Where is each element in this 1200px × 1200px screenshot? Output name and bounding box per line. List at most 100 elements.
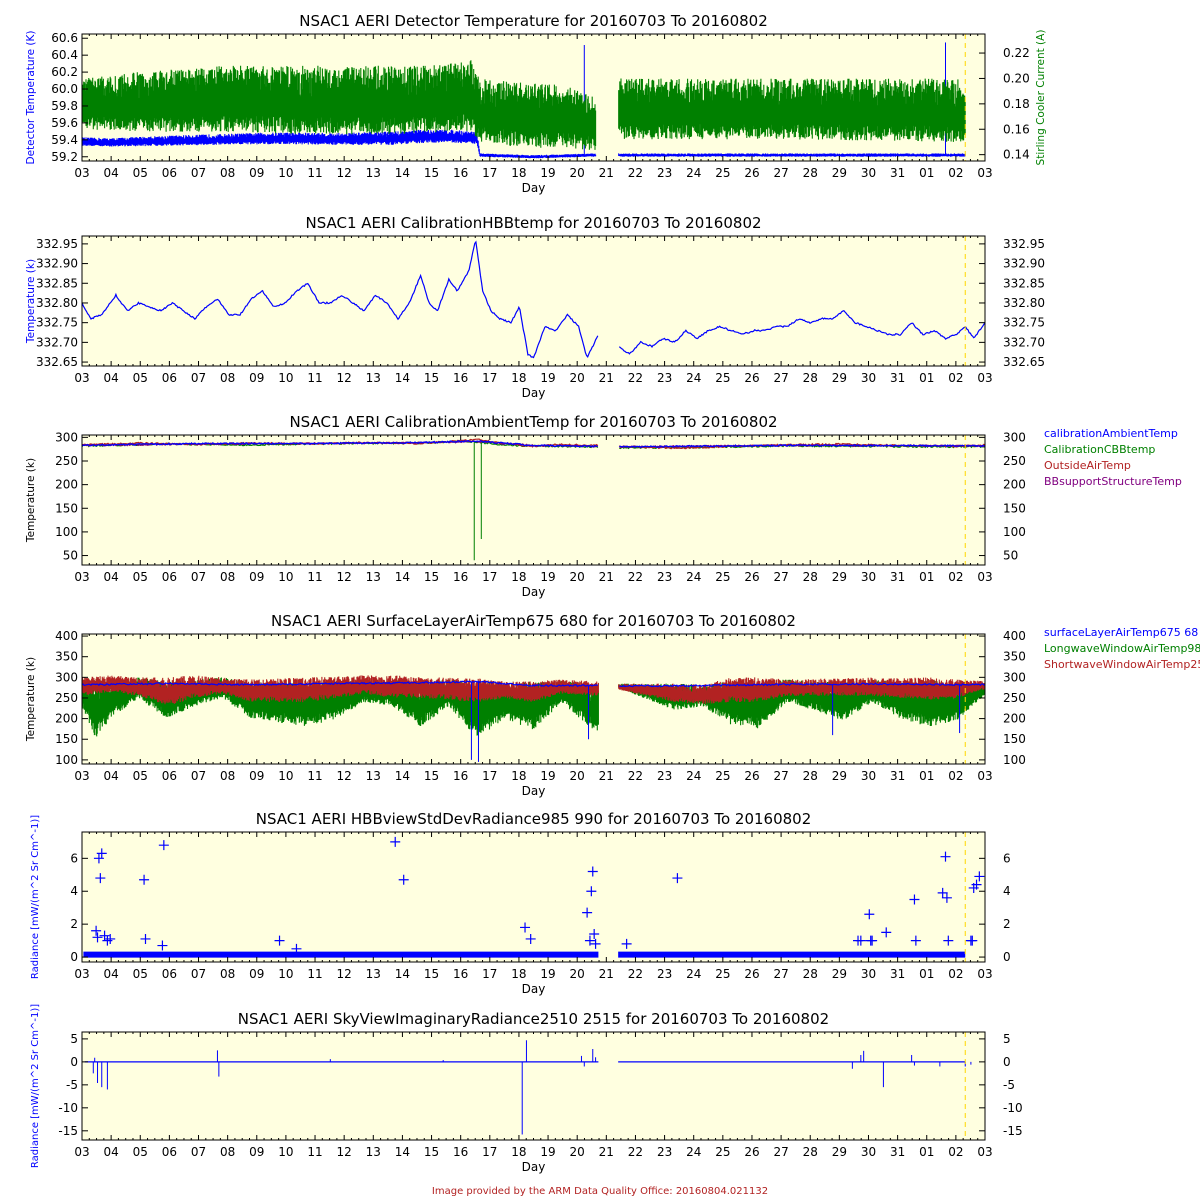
y-tick-label-right: 332.80 [1003,296,1045,310]
x-tick-label: 28 [803,371,818,385]
y-tick-label-right: 100 [1003,525,1026,539]
footer-credit: Image provided by the ARM Data Quality O… [432,1186,768,1197]
x-tick-label: 18 [511,967,526,981]
x-tick-label: 20 [570,1145,585,1159]
y-tick-label: -5 [66,1078,78,1092]
x-tick-label: 18 [511,1145,526,1159]
x-tick-label: 03 [74,371,89,385]
chart-title: NSAC1 AERI CalibrationAmbientTemp for 20… [289,413,777,431]
point-38 [943,935,954,946]
x-tick-label: 26 [744,371,759,385]
x-tick-label: 30 [861,967,876,981]
y-axis-label-right: Stirling Cooler Current (A) [1035,30,1047,166]
x-tick-label: 06 [162,570,177,584]
y-tick-label-right: 300 [1003,670,1026,684]
x-tick-label: 07 [191,1145,206,1159]
x-tick-label: 06 [162,967,177,981]
x-tick-label: 30 [861,166,876,180]
y-tick-label-right: 300 [1003,430,1026,444]
x-tick-label: 08 [220,967,235,981]
point-14 [291,943,302,954]
y-tick-label-right: 6 [1003,851,1011,865]
x-tick-label: 05 [133,570,148,584]
x-tick-label: 31 [890,570,905,584]
x-tick-label: 05 [133,1145,148,1159]
x-tick-label: 25 [715,371,730,385]
x-tick-label: 26 [744,769,759,783]
x-tick-label: 15 [424,371,439,385]
y-tick-label: 0 [70,1055,78,1069]
series-calibrationambienttemp [82,439,985,449]
point-1 [91,925,102,936]
x-tick-label: 27 [773,1145,788,1159]
x-tick-label: 16 [453,1145,468,1159]
x-tick-label: 16 [453,166,468,180]
y-tick-label-right: -10 [1003,1101,1023,1115]
x-tick-label: 19 [540,371,555,385]
y-axis-label: Detector Temperature (K) [25,30,37,164]
x-tick-label: 21 [599,371,614,385]
x-tick-label: 25 [715,570,730,584]
x-tick-label: 24 [686,166,701,180]
x-tick-label: 27 [773,371,788,385]
x-tick-label: 03 [977,371,992,385]
x-axis-label: Day [522,585,546,599]
x-tick-label: 17 [482,769,497,783]
x-tick-label: 10 [278,1145,293,1159]
x-tick-label: 05 [133,166,148,180]
legend-entry-1: surfaceLayerAirTemp675 68 [1044,626,1198,639]
x-tick-label: 29 [832,371,847,385]
x-tick-label: 24 [686,371,701,385]
y-tick-label: 400 [55,629,78,643]
x-tick-label: 31 [890,769,905,783]
chart-title: NSAC1 AERI HBBviewStdDevRadiance985 990 … [256,810,812,828]
x-tick-label: 29 [832,967,847,981]
point-31 [867,935,878,946]
x-tick-label: 12 [337,371,352,385]
x-tick-label: 17 [482,570,497,584]
x-tick-label: 06 [162,371,177,385]
x-tick-label: 03 [977,166,992,180]
point-2 [92,932,103,943]
point-12 [157,940,168,951]
x-tick-label: 31 [890,166,905,180]
x-tick-label: 26 [744,570,759,584]
x-tick-label: 25 [715,967,730,981]
x-tick-label: 16 [453,371,468,385]
y-tick-label: -10 [58,1101,78,1115]
y-tick-label: 60.0 [51,82,78,96]
y-tick-label: 59.4 [51,133,78,147]
y-tick-label-right: 4 [1003,884,1011,898]
chart-panel-4: 03 04 05 06 07 08 09 10 11 12 13 14 15 16 17 18 19 20 21 22… [25,612,1200,798]
point-24 [590,938,601,949]
x-tick-label: 11 [307,371,322,385]
x-tick-label: 01 [919,371,934,385]
x-tick-label: 16 [453,967,468,981]
x-tick-label: 19 [540,1145,555,1159]
x-tick-label: 20 [570,570,585,584]
x-tick-label: 09 [249,967,264,981]
x-tick-label: 11 [307,166,322,180]
y-tick-label-right: 100 [1003,753,1026,767]
x-tick-label: 20 [570,166,585,180]
y-tick-label-right: 250 [1003,454,1026,468]
chart-title: NSAC1 AERI Detector Temperature for 2016… [299,12,768,30]
x-tick-label: 01 [919,1145,934,1159]
x-tick-label: 23 [657,570,672,584]
plot-area [82,832,985,962]
x-tick-label: 09 [249,166,264,180]
y-tick-label-right: 0.14 [1003,148,1030,162]
x-tick-label: 14 [395,371,410,385]
plot-marks [84,1040,972,1135]
x-tick-label: 14 [395,570,410,584]
point-23 [589,929,600,940]
x-tick-label: 14 [395,769,410,783]
x-tick-label: 09 [249,570,264,584]
charts-group: 03 04 05 06 07 08 09 10 11 12 13 14 15 16 17 18 19 20 21 22… [25,12,1200,1174]
y-tick-label-right: -15 [1003,1124,1023,1138]
chart-panel-3: 03 04 05 06 07 08 09 10 11 12 13 14 15 16 17 18 19 20 21 22… [25,413,1182,599]
x-tick-label: 13 [366,769,381,783]
x-tick-label: 29 [832,769,847,783]
x-tick-label: 28 [803,1145,818,1159]
y-tick-label-right: 50 [1003,549,1018,563]
